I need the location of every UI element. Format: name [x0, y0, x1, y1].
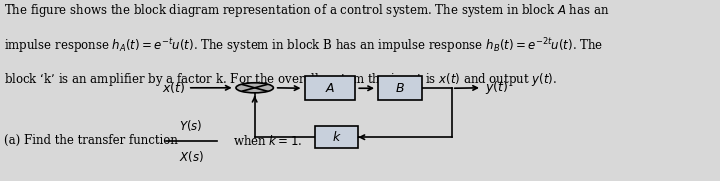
Text: (a) Find the transfer function: (a) Find the transfer function: [4, 134, 178, 147]
Text: The figure shows the block diagram representation of a control system. The syste: The figure shows the block diagram repre…: [4, 3, 610, 20]
Bar: [378, 76, 422, 100]
Text: $k$: $k$: [332, 130, 341, 144]
Text: when $k=1$.: when $k=1$.: [233, 134, 302, 148]
Bar: [305, 76, 355, 100]
Text: $B$: $B$: [395, 82, 405, 95]
Text: $X(s)$: $X(s)$: [179, 149, 204, 164]
Text: block ‘k’ is an amplifier by a factor k. For the overall system the input is $x(: block ‘k’ is an amplifier by a factor k.…: [4, 71, 557, 88]
Text: impulse response $h_{A}(t)=e^{-t}u(t)$. The system in block B has an impulse res: impulse response $h_{A}(t)=e^{-t}u(t)$. …: [4, 37, 603, 56]
Text: $y(t)$: $y(t)$: [485, 79, 508, 96]
Text: $x(t)$: $x(t)$: [162, 80, 185, 95]
Text: $Y(s)$: $Y(s)$: [179, 118, 203, 133]
Text: $A$: $A$: [325, 82, 335, 95]
Bar: [315, 126, 359, 148]
Circle shape: [236, 83, 274, 93]
